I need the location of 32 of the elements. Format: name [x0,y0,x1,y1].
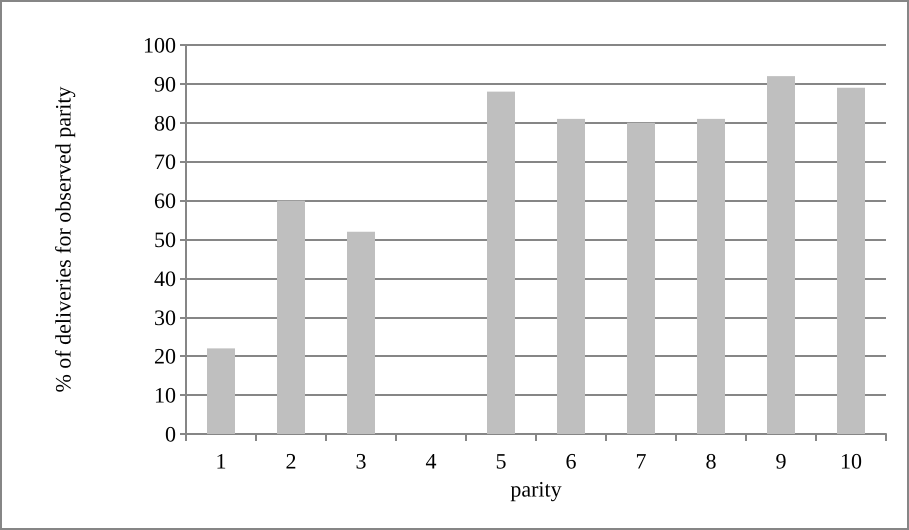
y-tick-label: 50 [154,227,176,252]
bar [627,122,655,434]
y-tick-label: 60 [154,188,176,214]
y-tick-label: 80 [154,110,176,136]
bar [277,200,305,434]
x-tick-label: 2 [286,448,296,474]
x-tick-label: 1 [216,448,226,474]
x-tick-label: 7 [636,448,646,474]
bar [487,92,515,434]
bar [697,118,725,434]
x-tick-label: 4 [426,448,436,474]
x-tick-label: 10 [840,448,862,474]
x-tick-label: 8 [706,448,716,474]
y-tick-label: 40 [154,266,176,291]
y-tick-label: 90 [154,71,176,96]
x-tick-label: 5 [496,448,506,474]
x-tick-label: 3 [356,448,366,474]
bar [347,232,375,434]
y-tick-label: 30 [154,304,176,330]
bar [207,348,235,434]
x-tick-label: 6 [566,448,576,474]
x-tick-label: 9 [776,448,786,474]
y-axis-title: % of deliveries for observed parity [50,86,76,393]
y-tick-label: 0 [165,422,176,446]
y-tick-label: 100 [143,32,176,58]
y-tick-label: 20 [154,344,176,369]
y-tick-label: 10 [154,382,176,408]
bar [557,118,585,434]
x-axis-title: parity [510,476,562,502]
bar [767,76,795,434]
y-tick-label: 70 [154,149,176,174]
bar [837,88,865,434]
